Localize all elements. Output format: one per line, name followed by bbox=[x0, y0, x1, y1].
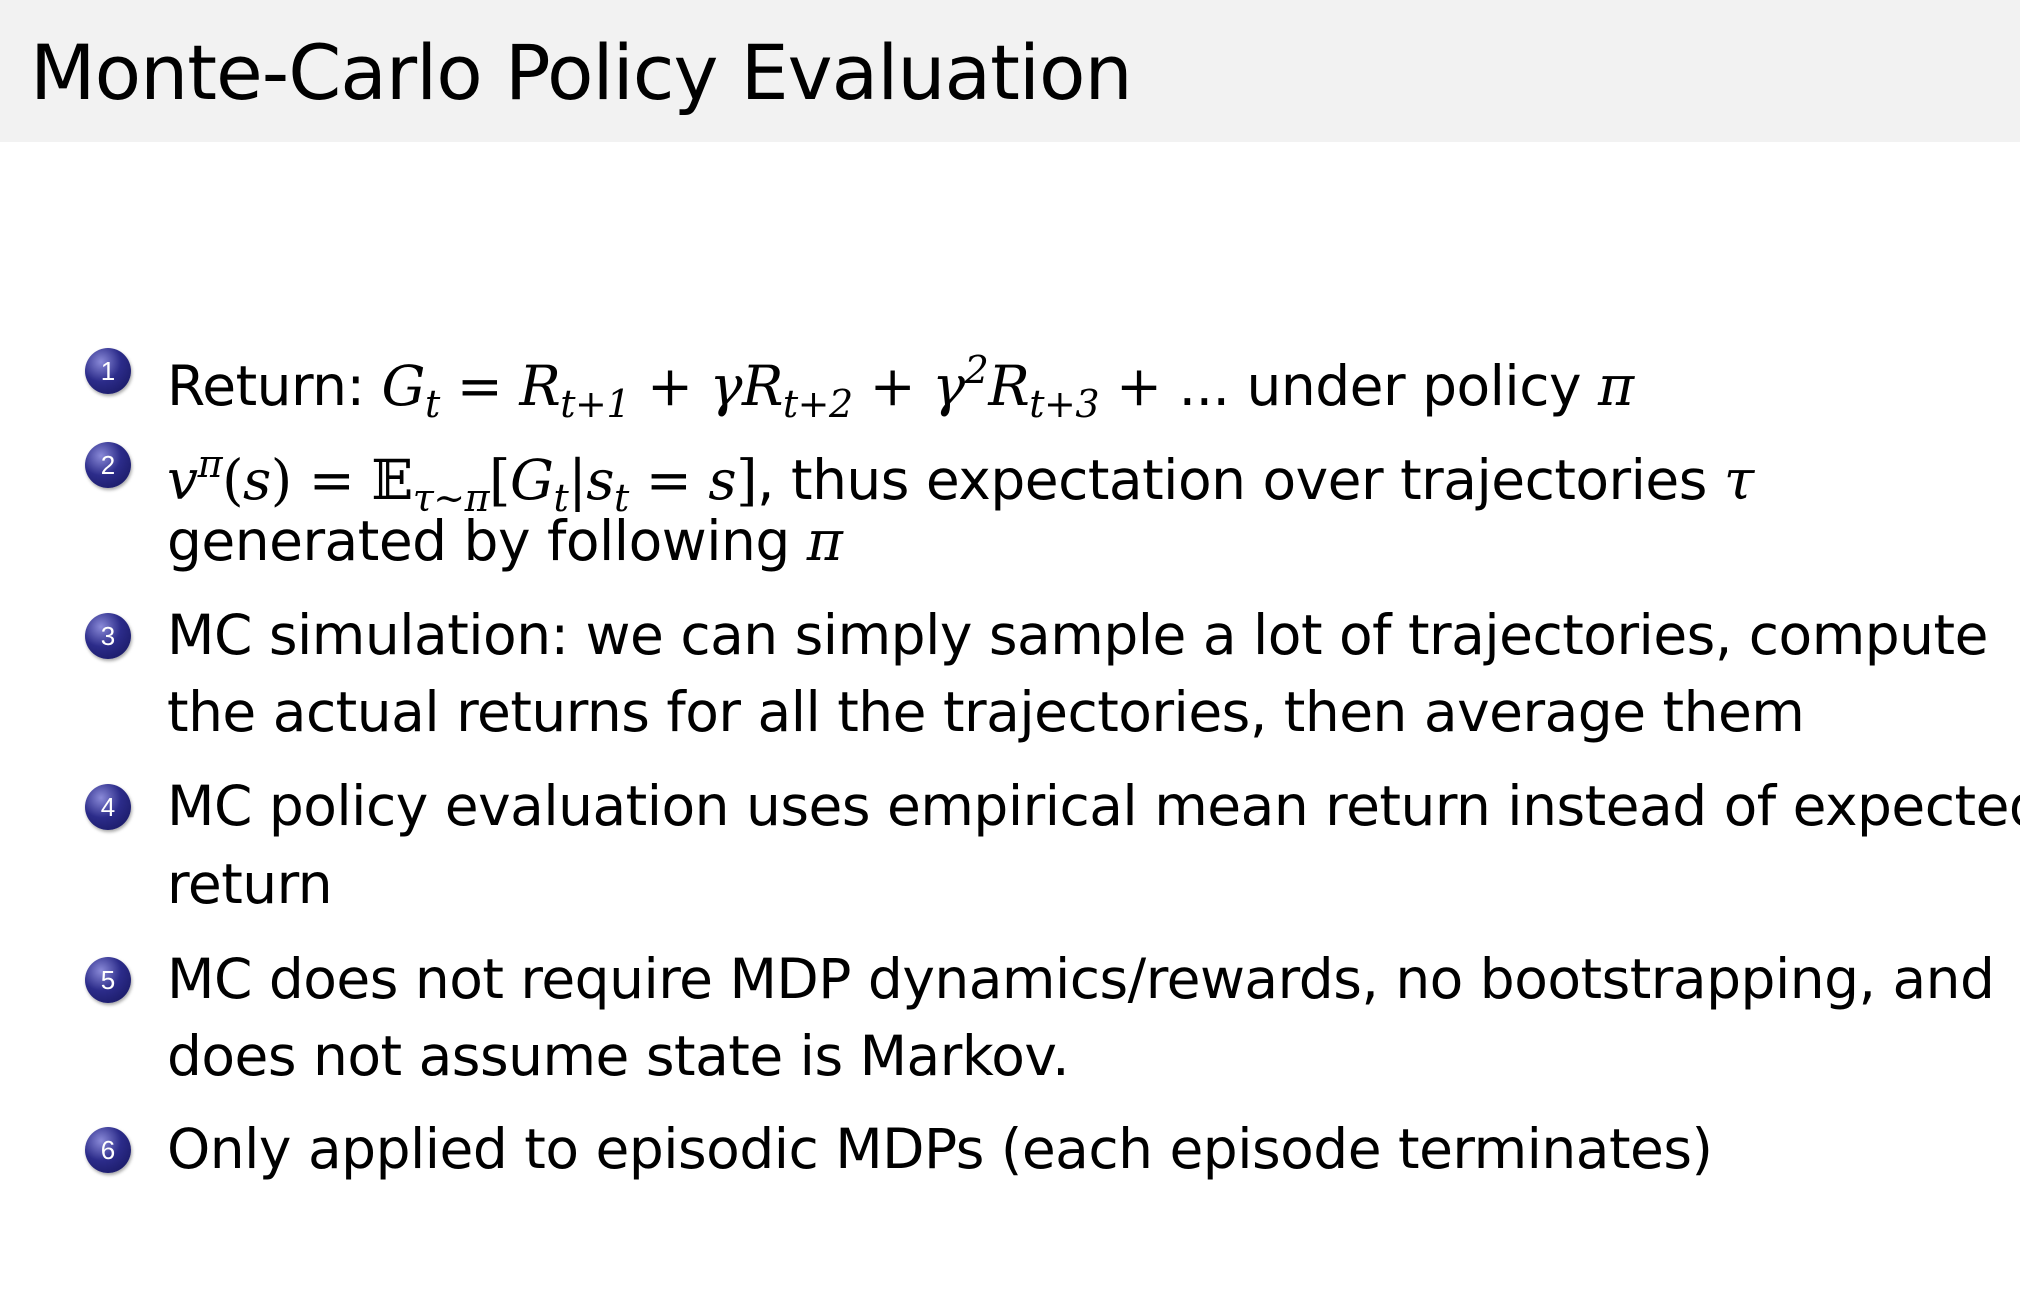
title-bar: Monte-Carlo Policy Evaluation bbox=[0, 0, 2020, 142]
bullet-number-icon: 4 bbox=[85, 784, 131, 830]
bullet-number-icon: 1 bbox=[85, 348, 131, 394]
text-segment: , thus expectation over trajectories bbox=[757, 448, 1724, 512]
text-segment: the actual returns for all the trajector… bbox=[167, 680, 1805, 744]
math-segment: s bbox=[586, 448, 614, 512]
bullet-number-icon: 5 bbox=[85, 957, 131, 1003]
item-text-line: vπ(s) = 𝔼τ∼π[Gt|st = s], thus expectatio… bbox=[167, 426, 1754, 537]
math-segment: + bbox=[1099, 354, 1179, 418]
math-segment: + bbox=[852, 354, 933, 418]
item-text-line: MC does not require MDP dynamics/rewards… bbox=[167, 941, 1995, 1018]
math-segment: τ bbox=[1723, 448, 1754, 512]
math-segment: π bbox=[1597, 354, 1634, 418]
math-segment: G bbox=[381, 354, 426, 418]
math-segment: G bbox=[510, 448, 554, 512]
text-segment: does not assume state is Markov. bbox=[167, 1024, 1070, 1088]
text-segment: MC simulation: we can simply sample a lo… bbox=[167, 603, 1988, 667]
item-text-line: Return: Gt = Rt+1 + γRt+2 + γ2Rt+3 + ...… bbox=[167, 332, 1634, 443]
math-segment: γR bbox=[709, 354, 784, 418]
math-segment: + bbox=[630, 354, 710, 418]
math-segment: ) = 𝔼 bbox=[270, 448, 413, 512]
math-segment: γ bbox=[932, 354, 965, 418]
math-segment: τ∼π bbox=[412, 476, 490, 520]
text-segment: generated by following bbox=[167, 509, 807, 573]
slide-title: Monte-Carlo Policy Evaluation bbox=[30, 28, 1133, 117]
text-segment: Only applied to episodic MDPs (each epis… bbox=[167, 1117, 1713, 1181]
math-segment: π bbox=[197, 442, 223, 486]
math-segment: t bbox=[424, 382, 440, 426]
math-segment: 2 bbox=[964, 348, 989, 392]
math-segment: t bbox=[553, 476, 569, 520]
item-text-line: Only applied to episodic MDPs (each epis… bbox=[167, 1111, 1713, 1188]
math-segment: t bbox=[614, 476, 629, 520]
item-text-line: return bbox=[167, 846, 333, 923]
text-segment: MC policy evaluation uses empirical mean… bbox=[167, 774, 2020, 838]
math-segment: s bbox=[243, 448, 271, 512]
item-text-line: does not assume state is Markov. bbox=[167, 1018, 1070, 1095]
math-segment: v bbox=[167, 448, 198, 512]
item-text-line: MC simulation: we can simply sample a lo… bbox=[167, 597, 1988, 674]
text-segment: Return: bbox=[167, 354, 382, 418]
item-text-line: the actual returns for all the trajector… bbox=[167, 674, 1805, 751]
text-segment: return bbox=[167, 852, 333, 916]
math-segment: ( bbox=[222, 448, 244, 512]
math-segment: = bbox=[439, 354, 520, 418]
text-segment: ... under policy bbox=[1178, 354, 1598, 418]
math-segment: π bbox=[806, 509, 843, 573]
text-segment: MC does not require MDP dynamics/rewards… bbox=[167, 947, 1995, 1011]
math-segment: = bbox=[628, 448, 709, 512]
math-segment: t+1 bbox=[560, 382, 631, 426]
math-segment: s bbox=[708, 448, 737, 512]
item-text-line: generated by following π bbox=[167, 503, 843, 580]
math-segment: [ bbox=[489, 448, 511, 512]
math-segment: t+2 bbox=[782, 382, 853, 426]
math-segment: ] bbox=[736, 448, 758, 512]
math-segment: R bbox=[988, 354, 1030, 418]
bullet-number-icon: 6 bbox=[85, 1127, 131, 1173]
math-segment: R bbox=[519, 354, 561, 418]
bullet-number-icon: 2 bbox=[85, 442, 131, 488]
math-segment: t+3 bbox=[1029, 382, 1100, 426]
item-text-line: MC policy evaluation uses empirical mean… bbox=[167, 768, 2020, 845]
bullet-number-icon: 3 bbox=[85, 613, 131, 659]
math-segment: | bbox=[568, 448, 587, 512]
